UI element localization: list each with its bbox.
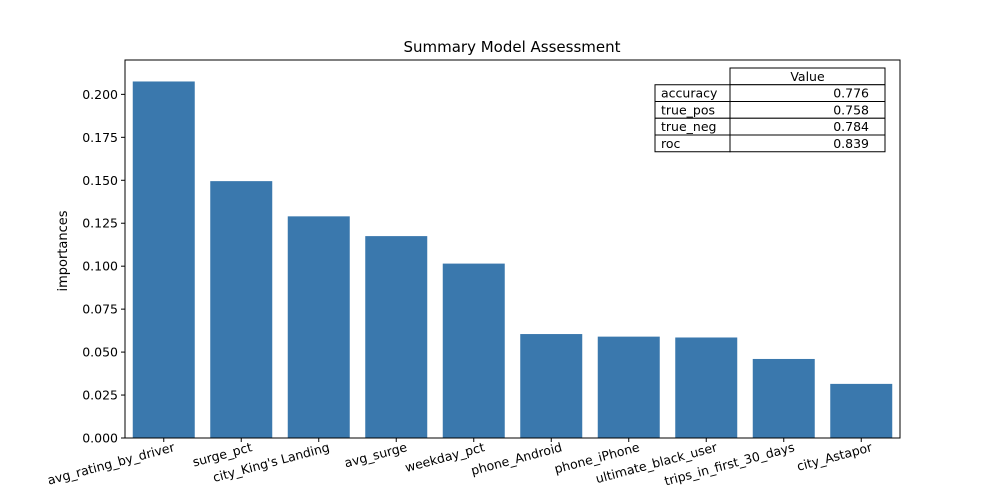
bar-1 bbox=[210, 181, 273, 438]
table-row-value: 0.784 bbox=[833, 119, 869, 134]
table-column-header: Value bbox=[790, 69, 825, 84]
y-tick-label: 0.075 bbox=[82, 302, 118, 317]
table-row-value: 0.839 bbox=[833, 136, 869, 151]
table-row-value: 0.758 bbox=[833, 102, 869, 117]
bar-6 bbox=[597, 336, 660, 438]
y-tick-label: 0.025 bbox=[82, 388, 118, 403]
bar-2 bbox=[287, 216, 350, 438]
bar-7 bbox=[675, 337, 738, 438]
bar-0 bbox=[132, 81, 195, 438]
bar-3 bbox=[365, 236, 428, 438]
bars-group bbox=[132, 81, 893, 438]
x-axis: avg_rating_by_driver surge_pctcity_King's… bbox=[46, 438, 874, 489]
y-axis: 0.000 0.025 0.050 0.075 0.100 0.125 0.150 0.175… bbox=[82, 87, 125, 446]
table-row-value-cell bbox=[729, 134, 886, 153]
table-row-label: true_pos bbox=[661, 102, 715, 117]
bar-4 bbox=[442, 263, 505, 438]
x-tick-label: city_Astapor bbox=[795, 439, 874, 474]
y-tick-label: 0.150 bbox=[82, 173, 118, 188]
x-tick-label: avg_surge bbox=[343, 439, 409, 470]
bar-8 bbox=[752, 358, 815, 438]
y-tick-label: 0.175 bbox=[82, 130, 118, 145]
y-tick-label: 0.100 bbox=[82, 259, 118, 274]
y-tick-label: 0.125 bbox=[82, 216, 118, 231]
table-row-value: 0.776 bbox=[833, 86, 869, 101]
metrics-table: Value accuracy 0.776 true_pos 0.758 true_neg 0… bbox=[654, 67, 886, 153]
y-tick-label: 0.000 bbox=[82, 431, 118, 446]
x-tick-label: trips_in_first_30_days bbox=[663, 439, 797, 488]
chart-title: Summary Model Assessment bbox=[403, 38, 620, 56]
table-row-label: accuracy bbox=[661, 86, 718, 101]
x-tick-label: avg_rating_by_driver bbox=[46, 439, 177, 488]
y-axis-title: importances bbox=[56, 210, 71, 291]
bar-9 bbox=[830, 383, 893, 438]
y-tick-label: 0.200 bbox=[82, 87, 118, 102]
plot-frame bbox=[124, 59, 901, 439]
table-row-label: roc bbox=[661, 136, 681, 151]
table-row-label: true_neg bbox=[661, 119, 716, 134]
bar-5 bbox=[520, 334, 583, 438]
y-tick-label: 0.050 bbox=[82, 345, 118, 360]
